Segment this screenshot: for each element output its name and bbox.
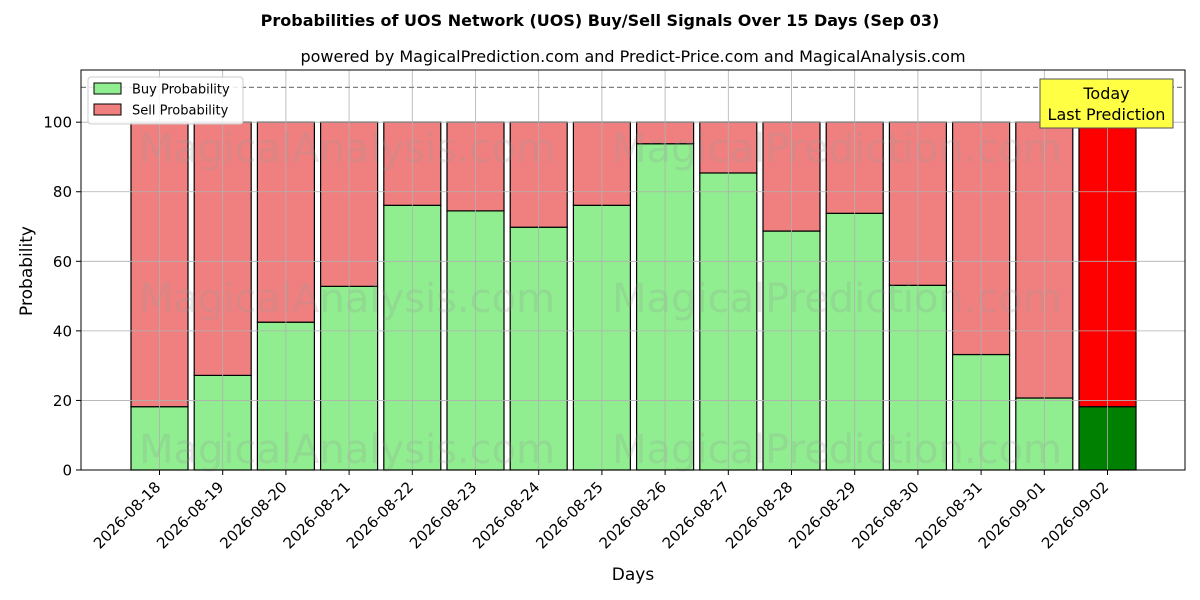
x-tick-label: 2026-08-21	[280, 478, 354, 552]
y-tick-label: 0	[62, 462, 72, 480]
legend-label-buy: Buy Probability	[132, 83, 230, 98]
today-annotation-line1: Today	[1082, 84, 1129, 103]
watermark-text: MagicalPrediction.com	[612, 276, 1062, 322]
plot-frame	[80, 69, 1186, 471]
today-annotation-box	[1039, 78, 1174, 129]
watermark-text: MagicalAnalysis.com	[139, 427, 555, 473]
y-tick-label: 80	[53, 183, 72, 201]
x-tick-label: 2026-08-19	[153, 478, 227, 552]
y-axis-label: Probability	[17, 226, 37, 316]
y-tick-label: 60	[53, 253, 72, 271]
legend-swatch-sell	[93, 103, 122, 116]
x-tick-label: 2026-08-24	[469, 478, 543, 552]
x-tick-label: 2026-08-29	[785, 478, 859, 552]
watermark-text: MagicalPrediction.com	[612, 126, 1062, 172]
chart-title: Probabilities of UOS Network (UOS) Buy/S…	[261, 11, 940, 30]
x-tick-label: 2026-08-26	[596, 478, 670, 552]
legend-swatch-buy	[93, 82, 122, 95]
watermark-text: MagicalPrediction.com	[612, 427, 1062, 473]
x-tick-label: 2026-08-20	[216, 478, 290, 552]
x-tick-label: 2026-09-01	[975, 478, 1049, 552]
x-axis-label: Days	[612, 565, 655, 585]
y-tick-label: 20	[53, 392, 72, 410]
today-annotation-line2: Last Prediction	[1048, 105, 1166, 124]
plot-area: MagicalAnalysis.com MagicalAnalysis.com Ma…	[43, 69, 1186, 552]
x-tick-label: 2026-08-27	[659, 478, 733, 552]
y-tick-label: 40	[53, 322, 72, 340]
chart-subtitle: powered by MagicalPrediction.com and Pre…	[300, 47, 965, 66]
watermark-text: MagicalAnalysis.com	[139, 126, 555, 172]
x-tick-label: 2026-08-30	[848, 478, 922, 552]
legend-box	[87, 76, 244, 125]
x-tick-label: 2026-08-25	[532, 478, 606, 552]
y-tick-label: 100	[43, 114, 72, 132]
x-tick-label: 2026-08-18	[90, 478, 164, 552]
x-tick-label: 2026-08-23	[406, 478, 480, 552]
x-tick-label: 2026-08-31	[912, 478, 986, 552]
watermark-text: MagicalAnalysis.com	[139, 276, 555, 322]
x-tick-label: 2026-09-02	[1038, 478, 1112, 552]
x-tick-label: 2026-08-28	[722, 478, 796, 552]
legend-label-sell: Sell Probability	[132, 104, 229, 119]
x-tick-label: 2026-08-22	[343, 478, 417, 552]
